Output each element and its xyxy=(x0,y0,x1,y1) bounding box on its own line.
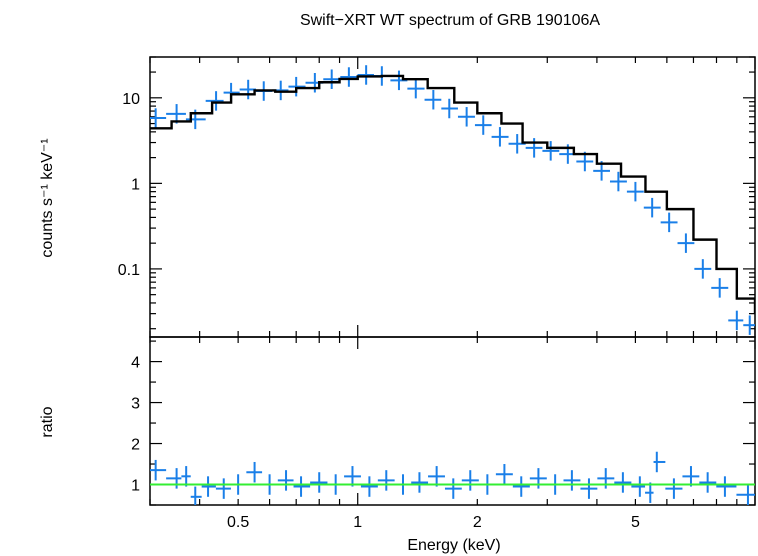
top-y-tick-label: 10 xyxy=(122,91,140,108)
ratio-point xyxy=(444,478,462,499)
ratio-point xyxy=(166,468,182,489)
ratio-point xyxy=(150,459,167,481)
data-point xyxy=(677,233,695,253)
x-tick-label: 0.5 xyxy=(227,514,249,531)
chart-title: Swift−XRT WT spectrum of GRB 190106A xyxy=(300,12,600,29)
ratio-point xyxy=(201,476,216,497)
spectrum-panel: counts s⁻¹ keV⁻¹ 0.1 1 10 xyxy=(39,56,756,338)
data-point xyxy=(542,141,560,161)
ratio-point xyxy=(614,472,632,493)
data-point xyxy=(340,67,358,87)
ratio-data-series xyxy=(150,451,755,505)
ratio-point xyxy=(665,478,683,499)
data-point xyxy=(205,91,224,111)
ratio-point xyxy=(461,470,479,491)
model-curve xyxy=(150,74,755,314)
ratio-point xyxy=(653,451,666,473)
ratio-point xyxy=(411,472,429,493)
ratio-point xyxy=(597,468,615,489)
data-point xyxy=(728,310,744,331)
data-point xyxy=(457,107,475,127)
data-point xyxy=(474,115,492,135)
bottom-plot-frame xyxy=(149,336,756,506)
data-point xyxy=(323,69,341,89)
data-point xyxy=(424,89,442,110)
data-point xyxy=(711,278,729,298)
ratio-point xyxy=(344,466,361,487)
x-tick-label: 2 xyxy=(473,514,482,531)
ratio-panel: ratio Energy (keV) 1 2 3 4 0.5 1 2 5 xyxy=(39,336,756,554)
data-point xyxy=(357,65,374,85)
ratio-point xyxy=(716,476,737,497)
bottom-y-tick-label: 3 xyxy=(131,396,140,413)
x-axis-label: Energy (keV) xyxy=(407,537,500,554)
ratio-point xyxy=(580,478,598,499)
ratio-point xyxy=(645,482,654,503)
top-plot-frame xyxy=(149,56,756,338)
data-point xyxy=(441,98,458,119)
ratio-point xyxy=(310,472,328,493)
top-y-tick-label: 0.1 xyxy=(118,262,140,279)
x-tick-label: 5 xyxy=(631,514,640,531)
ratio-point xyxy=(428,466,445,487)
data-point xyxy=(491,127,509,147)
ratio-point xyxy=(377,470,395,491)
ratio-point xyxy=(215,478,231,499)
bottom-y-axis-label: ratio xyxy=(39,406,56,437)
x-tick-label: 1 xyxy=(353,514,362,531)
data-point xyxy=(525,138,543,158)
top-y-axis-label: counts s⁻¹ keV⁻¹ xyxy=(39,138,56,257)
ratio-point xyxy=(495,464,513,485)
ratio-point xyxy=(736,484,755,505)
ratio-point xyxy=(699,472,717,493)
data-point xyxy=(407,78,425,99)
ratio-point xyxy=(246,461,263,483)
ratio-point xyxy=(631,476,646,497)
data-point xyxy=(288,76,306,97)
data-point xyxy=(150,108,167,128)
data-point xyxy=(508,134,526,154)
data-point xyxy=(626,181,644,202)
data-point xyxy=(660,212,678,233)
data-point xyxy=(643,197,661,218)
ratio-point xyxy=(293,476,311,497)
ratio-point xyxy=(682,466,700,487)
ratio-point xyxy=(181,466,191,487)
ratio-point xyxy=(512,476,530,497)
ratio-point xyxy=(360,476,378,497)
top-y-tick-label: 1 xyxy=(131,176,140,193)
data-point xyxy=(239,79,256,100)
bottom-y-tick-label: 1 xyxy=(131,478,140,495)
ratio-point xyxy=(529,468,547,489)
ratio-point xyxy=(190,486,202,505)
bottom-y-tick-label: 4 xyxy=(131,355,140,372)
bottom-y-tick-label: 2 xyxy=(131,437,140,454)
data-point xyxy=(609,171,627,192)
data-point xyxy=(743,315,755,335)
data-point xyxy=(694,259,712,279)
ratio-point xyxy=(563,470,581,491)
ratio-point xyxy=(277,470,294,491)
